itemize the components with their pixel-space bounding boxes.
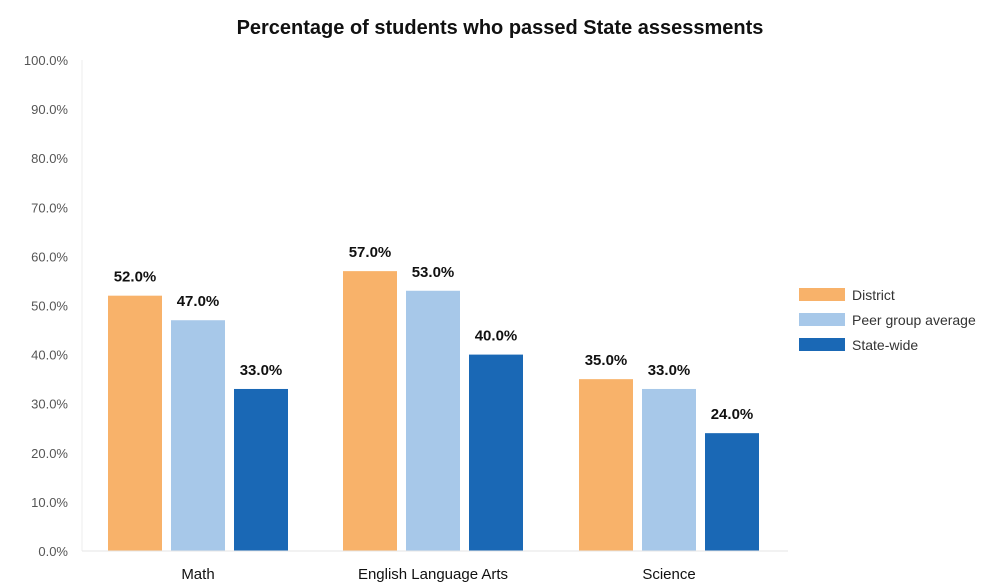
x-category-label: Science — [642, 566, 695, 583]
y-tick-label: 50.0% — [31, 299, 68, 314]
y-tick-label: 100.0% — [24, 53, 69, 68]
x-category-label: Math — [181, 566, 214, 583]
y-tick-label: 80.0% — [31, 151, 68, 166]
legend-label: State-wide — [852, 337, 918, 353]
bar — [171, 320, 225, 551]
data-label: 52.0% — [114, 269, 157, 286]
y-tick-label: 20.0% — [31, 446, 68, 461]
data-label: 33.0% — [240, 362, 283, 379]
data-label: 33.0% — [648, 362, 691, 379]
legend-swatch — [799, 338, 845, 351]
y-axis: 0.0% 10.0% 20.0% 30.0% 40.0% 50.0% 60.0% 70.0% 8… — [24, 53, 83, 559]
chart-title: Percentage of students who passed State … — [237, 17, 764, 39]
bar — [579, 379, 633, 551]
data-label: 40.0% — [475, 328, 518, 345]
data-label: 53.0% — [412, 264, 455, 281]
data-label: 35.0% — [585, 352, 628, 369]
data-label: 57.0% — [349, 244, 392, 261]
y-tick-label: 30.0% — [31, 397, 68, 412]
y-tick-label: 70.0% — [31, 200, 68, 215]
bar — [108, 295, 162, 551]
bar — [469, 354, 523, 551]
x-category-label: English Language Arts — [358, 566, 508, 583]
legend-swatch — [799, 313, 845, 326]
bar — [705, 433, 759, 551]
y-tick-label: 90.0% — [31, 102, 68, 117]
y-tick-label: 40.0% — [31, 348, 68, 363]
legend: District Peer group average State-wide — [799, 287, 976, 353]
y-tick-label: 60.0% — [31, 249, 68, 264]
legend-swatch — [799, 288, 845, 301]
y-tick-label: 0.0% — [38, 544, 68, 559]
bar — [343, 271, 397, 551]
data-label: 24.0% — [711, 406, 754, 423]
legend-label: District — [852, 287, 895, 303]
y-tick-label: 10.0% — [31, 495, 68, 510]
bar — [406, 290, 460, 551]
bar — [234, 388, 288, 551]
data-label: 47.0% — [177, 293, 220, 310]
x-axis: Math English Language Arts Science — [82, 550, 788, 583]
bar — [642, 388, 696, 551]
bars-group: 52.0% 47.0% 33.0% 57.0% 53.0% 40.0% 35.0% 33.0%… — [108, 244, 759, 551]
legend-label: Peer group average — [852, 312, 976, 328]
